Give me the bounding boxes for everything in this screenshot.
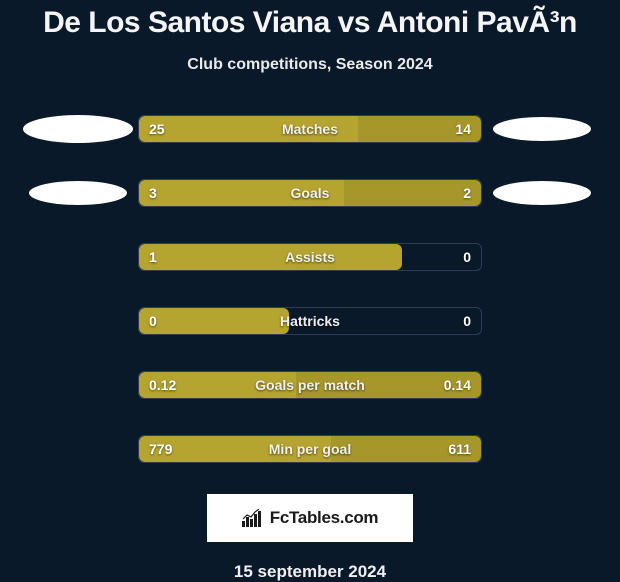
player-placeholder-right (493, 181, 591, 205)
stat-row: 10Assists (0, 234, 620, 280)
stat-row: 0.120.14Goals per match (0, 362, 620, 408)
left-side (18, 181, 138, 205)
stat-row: 32Goals (0, 170, 620, 216)
stat-bar: 2514Matches (138, 115, 482, 143)
bar-fill-left (139, 116, 358, 142)
stat-bar: 00Hattricks (138, 307, 482, 335)
bar-fill-left (139, 180, 344, 206)
stat-value-right: 0 (463, 244, 471, 270)
right-side (482, 117, 602, 141)
page-subtitle: Club competitions, Season 2024 (0, 56, 620, 74)
stat-value-right: 611 (448, 436, 471, 462)
stat-row: 2514Matches (0, 106, 620, 152)
player-placeholder-left (23, 115, 133, 143)
stat-bar: 32Goals (138, 179, 482, 207)
page-title: De Los Santos Viana vs Antoni PavÃ³n (0, 6, 620, 40)
stat-value-right: 0.14 (444, 372, 471, 398)
stat-value-right: 2 (463, 180, 471, 206)
stat-value-right: 14 (455, 116, 471, 142)
stat-row: 00Hattricks (0, 298, 620, 344)
stat-value-right: 0 (463, 308, 471, 334)
player-placeholder-right (493, 117, 591, 141)
stat-value-left: 779 (149, 436, 172, 462)
source-logo[interactable]: FcTables.com (207, 494, 413, 542)
date-label: 15 september 2024 (0, 562, 620, 582)
stats-container: 2514Matches32Goals10Assists00Hattricks0.… (0, 106, 620, 472)
right-side (482, 181, 602, 205)
left-side (18, 115, 138, 143)
bar-fill-left (139, 308, 289, 334)
bar-fill-right (344, 180, 481, 206)
stat-value-left: 0 (149, 308, 157, 334)
comparison-page: De Los Santos Viana vs Antoni PavÃ³n Clu… (0, 0, 620, 580)
stat-value-left: 3 (149, 180, 157, 206)
stat-bar: 10Assists (138, 243, 482, 271)
logo-text: FcTables.com (270, 508, 379, 528)
stat-row: 779611Min per goal (0, 426, 620, 472)
stat-value-left: 25 (149, 116, 165, 142)
chart-icon (242, 509, 264, 527)
stat-bar: 779611Min per goal (138, 435, 482, 463)
bar-fill-left (139, 244, 402, 270)
player-placeholder-left (29, 181, 127, 205)
stat-bar: 0.120.14Goals per match (138, 371, 482, 399)
stat-value-left: 1 (149, 244, 157, 270)
stat-value-left: 0.12 (149, 372, 176, 398)
